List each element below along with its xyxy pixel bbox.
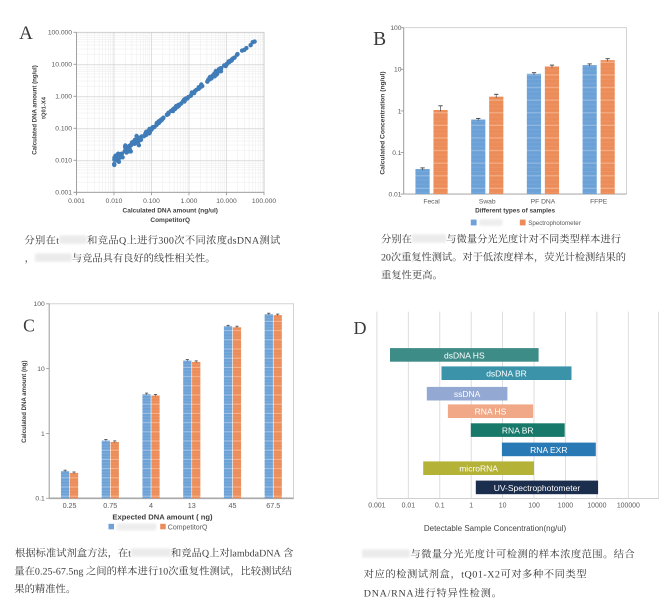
svg-text:100.000: 100.000 [48,30,72,37]
svg-text:10.000: 10.000 [216,198,237,205]
svg-text:1000: 1000 [558,502,573,509]
svg-text:0.01: 0.01 [388,192,401,199]
svg-text:A: A [19,23,33,44]
svg-text:100: 100 [528,502,540,509]
svg-text:Different types of samples: Different types of samples [475,208,555,215]
svg-text:0.010: 0.010 [55,158,72,165]
svg-text:CompetitorQ: CompetitorQ [168,524,208,531]
svg-text:Calculated DNA amount (ng/ul): Calculated DNA amount (ng/ul) [123,208,218,215]
svg-text:0.001: 0.001 [55,190,72,197]
svg-text:10: 10 [499,502,507,509]
svg-text:0.01: 0.01 [402,502,416,509]
svg-text:100.000: 100.000 [252,198,276,205]
svg-text:1.000: 1.000 [181,198,198,205]
svg-text:0.100: 0.100 [55,126,72,133]
svg-text:tQ01-X4: tQ01-X4 [42,96,48,119]
svg-text:100: 100 [34,301,45,308]
svg-text:Calculated DNA amount (ng): Calculated DNA amount (ng) [21,361,28,443]
svg-text:Expected DNA amount ( ng): Expected DNA amount ( ng) [112,512,213,521]
svg-text:RNA EXR: RNA EXR [530,445,567,455]
svg-text:dsDNA HS: dsDNA HS [444,350,485,360]
svg-text:0.75: 0.75 [103,501,117,510]
svg-text:10000: 10000 [587,502,606,509]
svg-text:ssDNA: ssDNA [454,389,481,399]
svg-text:0.100: 0.100 [143,198,160,205]
svg-text:100000: 100000 [617,502,640,509]
svg-text:0.25: 0.25 [63,501,77,510]
svg-text:0.010: 0.010 [106,198,123,205]
svg-text:C: C [23,316,35,336]
svg-text:0.1: 0.1 [35,496,45,503]
svg-text:45: 45 [229,501,237,510]
svg-text:0.1: 0.1 [435,502,445,509]
svg-text:RNA BR: RNA BR [502,426,534,436]
svg-text:Calculated Concentration (ng/: Calculated Concentration (ng/ul) [379,71,386,174]
svg-text:B: B [373,29,386,50]
svg-text:Swab: Swab [479,199,496,206]
svg-text:Fecal: Fecal [423,199,440,206]
svg-text:Spectrophotometer: Spectrophotometer [528,220,581,227]
svg-text:10: 10 [394,67,402,74]
svg-text:10.000: 10.000 [52,62,73,69]
svg-text:RNA HS: RNA HS [475,407,507,417]
svg-text:CompetitorQ: CompetitorQ [150,217,190,224]
svg-text:67.5: 67.5 [266,501,280,510]
svg-text:0.1: 0.1 [392,150,402,157]
svg-text:0.001: 0.001 [368,502,385,509]
svg-text:1.000: 1.000 [55,94,72,101]
svg-text:1: 1 [469,502,473,509]
svg-text:1: 1 [41,431,45,438]
svg-text:Detectable Sample Concentratio: Detectable Sample Concentration(ng/ul) [424,524,567,533]
svg-text:4: 4 [149,501,153,510]
svg-text:10: 10 [37,366,45,373]
svg-text:dsDNA BR: dsDNA BR [486,369,527,379]
svg-text:UV-Spectrophotometer: UV-Spectrophotometer [494,483,581,493]
svg-text:13: 13 [188,501,196,510]
svg-text:0.001: 0.001 [68,198,85,205]
svg-text:D: D [354,318,367,338]
svg-text:PF DNA: PF DNA [531,199,556,206]
svg-text:FFPE: FFPE [590,199,608,206]
svg-text:1: 1 [398,108,402,115]
svg-text:microRNA: microRNA [459,464,498,474]
svg-text:100: 100 [390,25,401,32]
svg-text:Calculated DNA amount (ng/ul): Calculated DNA amount (ng/ul) [32,65,39,155]
